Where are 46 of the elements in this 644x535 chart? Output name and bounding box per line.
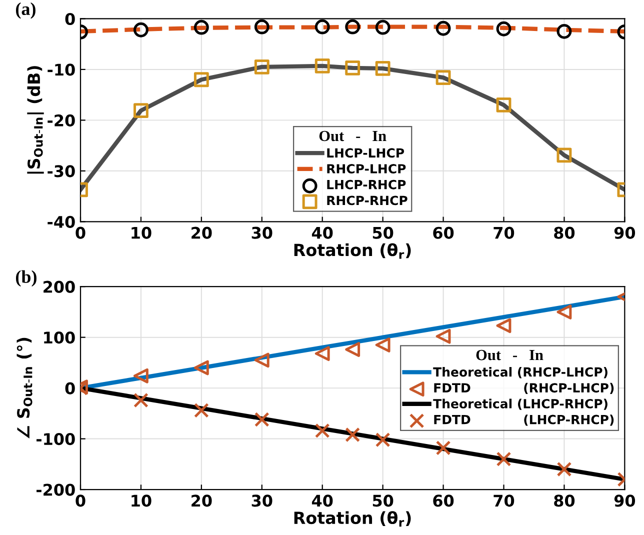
y-tick-label: -20 [48,114,75,126]
x-tick-label: 10 [132,494,152,507]
y-axis-title: ∠ S$_{Out-In}$ (°) [16,338,32,439]
legend-label: LHCP-RHCP [327,180,406,190]
x-tick-label: 90 [614,226,636,239]
x-tick-label: 30 [252,494,272,507]
legend-label: FDTD (RHCP-LHCP) [434,382,614,394]
x-tick-label: 30 [252,226,272,239]
x-tick-label: 90 [614,494,636,507]
y-tick-label: -30 [48,165,75,178]
x-tick-label: 0 [76,226,86,239]
chart-title: (a) [16,2,36,19]
y-axis-title: |S$_{Out-In}$| (dB) [27,66,44,174]
y-tick-label: 200 [44,280,75,293]
legend-label: Theoretical (LHCP-RHCP) [433,398,608,410]
x-tick-label: 70 [494,494,514,507]
x-tick-label: 10 [132,226,152,239]
legend-label: RHCP-LHCP [327,164,406,174]
y-tick-label: 0 [65,382,75,394]
legend-label: FDTD (LHCP-RHCP) [434,414,614,426]
x-tick-label: 50 [372,494,394,507]
x-tick-label: 40 [312,494,333,507]
legend-label: Theoretical (RHCP-LHCP) [433,367,608,378]
x-tick-label: 70 [494,226,514,239]
x-tick-label: 80 [554,226,575,239]
x-tick-label: 60 [433,226,454,239]
y-tick-label: -40 [48,216,75,228]
chart-title: (b) [16,270,36,287]
x-tick-label: 20 [192,226,212,239]
x-axis-title: Rotation (θ$_{r}$) [294,243,411,259]
legend-title: Out - In [476,350,544,360]
x-axis-title: Rotation (θ$_{r}$) [294,511,411,527]
y-tick-label: 0 [65,12,75,26]
x-tick-label: 80 [554,494,575,507]
legend-label: RHCP-RHCP [327,196,408,206]
x-tick-label: 50 [372,226,394,239]
y-tick-label: 100 [44,332,75,344]
legend-title: Out - In [319,130,386,142]
x-tick-label: 20 [192,494,212,507]
legend-label: LHCP-LHCP [327,148,404,158]
x-tick-label: 60 [433,494,454,507]
y-tick-label: -100 [36,433,75,446]
y-tick-label: -200 [36,484,75,496]
y-tick-label: -10 [48,64,75,76]
x-tick-label: 0 [76,494,86,507]
x-tick-label: 40 [312,226,333,239]
